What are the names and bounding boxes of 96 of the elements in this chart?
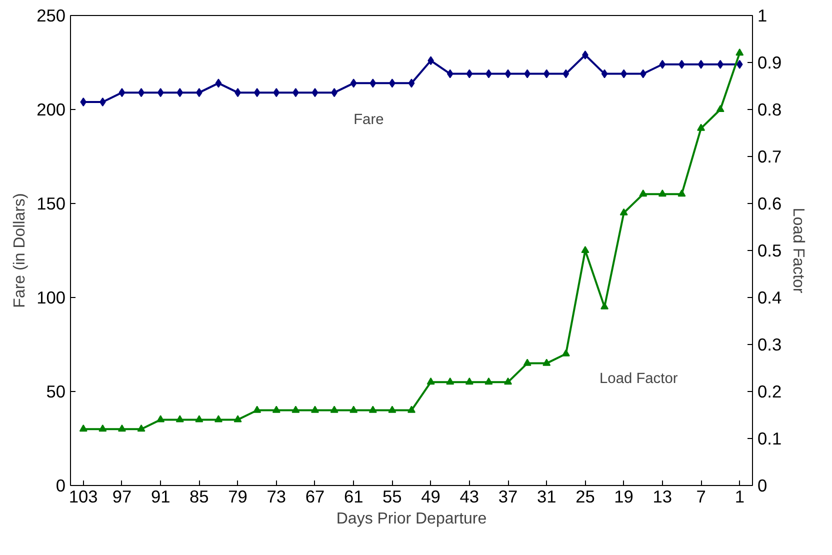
y2-tick-label: 1 <box>758 6 768 26</box>
point <box>658 190 666 197</box>
y2-tick-label: 0.7 <box>758 146 782 166</box>
point <box>214 415 222 422</box>
point <box>698 60 704 69</box>
x-tick-label: 103 <box>68 486 98 506</box>
y2-tick-label: 0.5 <box>758 240 782 260</box>
point <box>310 406 319 413</box>
point <box>446 69 454 78</box>
point <box>176 415 184 422</box>
point <box>465 378 474 385</box>
x-tick-label: 55 <box>382 486 402 506</box>
x-tick-label: 37 <box>498 486 518 506</box>
y-tick-label: 250 <box>36 6 66 26</box>
y2-tick-label: 0.1 <box>758 428 782 448</box>
point <box>504 378 512 385</box>
point <box>273 88 280 98</box>
x-tick-label: 67 <box>305 486 325 506</box>
y-tick-label: 200 <box>36 100 66 120</box>
point <box>234 415 242 422</box>
point <box>678 190 686 197</box>
point <box>350 406 358 413</box>
y2-tick-label: 0.4 <box>758 288 782 308</box>
point <box>504 69 512 78</box>
point <box>736 60 743 69</box>
text: Load Factor <box>600 370 678 387</box>
point <box>370 78 376 88</box>
x-tick-label: 61 <box>344 486 364 506</box>
point <box>215 78 222 88</box>
point <box>639 190 648 197</box>
x-tick-label: 1 <box>734 486 744 506</box>
x-tick-label: 13 <box>652 486 672 506</box>
point <box>272 406 280 413</box>
point <box>562 69 570 78</box>
point <box>426 378 435 385</box>
point <box>659 60 666 69</box>
y-tick-label: 150 <box>36 194 66 214</box>
x-tick-label: 25 <box>576 486 595 506</box>
point <box>601 69 608 78</box>
point <box>253 406 262 413</box>
point <box>156 415 165 422</box>
y2-tick-label: 0.6 <box>758 194 782 214</box>
point <box>118 424 126 432</box>
point <box>466 69 473 78</box>
point <box>562 349 570 356</box>
point <box>620 208 628 216</box>
y-tick-label: 0 <box>56 476 66 496</box>
point <box>157 88 164 98</box>
x-tick-label: 43 <box>460 486 480 506</box>
x-tick-label: 19 <box>614 486 634 506</box>
point <box>446 378 454 385</box>
point <box>79 424 88 432</box>
x-tick-label: 97 <box>112 486 132 506</box>
point <box>330 406 338 413</box>
point <box>118 88 126 98</box>
point <box>484 378 493 385</box>
y2-tick-label: 0.3 <box>758 334 782 354</box>
y2-tick-label: 0.9 <box>758 52 782 72</box>
point <box>98 424 107 432</box>
x-axis-title: Days Prior Departure <box>336 510 487 528</box>
point <box>195 415 204 422</box>
point <box>581 246 590 254</box>
point <box>254 88 260 98</box>
point <box>408 406 416 413</box>
y2-tick-label: 0 <box>758 476 768 496</box>
point <box>716 104 724 112</box>
x-tick-label: 31 <box>536 486 556 506</box>
point <box>350 78 357 88</box>
y-tick-label: 50 <box>46 382 66 402</box>
point <box>292 406 300 413</box>
point <box>137 424 146 432</box>
point <box>697 124 706 131</box>
point <box>408 78 415 88</box>
y-tick-label: 100 <box>36 288 66 308</box>
point <box>542 358 551 366</box>
point <box>80 97 87 106</box>
y2-tick-label: 0.2 <box>758 382 782 402</box>
point <box>600 302 609 310</box>
x-tick-label: 7 <box>696 486 706 506</box>
series-label: Fare <box>354 112 384 128</box>
x-tick-label: 73 <box>266 486 286 506</box>
x-tick-label: 91 <box>150 486 170 506</box>
point <box>640 69 646 78</box>
y-axis-title: Fare (in Dollars) <box>12 193 29 308</box>
point <box>736 48 744 56</box>
point <box>523 358 532 366</box>
y2-axis-title: Load Factor <box>790 208 807 294</box>
y2-tick-label: 0.8 <box>758 100 782 120</box>
point <box>312 88 318 98</box>
point <box>176 88 184 98</box>
point <box>388 406 396 413</box>
x-tick-label: 79 <box>228 486 248 506</box>
point <box>543 69 550 78</box>
point <box>368 406 377 413</box>
x-tick-label: 49 <box>421 486 440 506</box>
x-tick-label: 85 <box>190 486 209 506</box>
